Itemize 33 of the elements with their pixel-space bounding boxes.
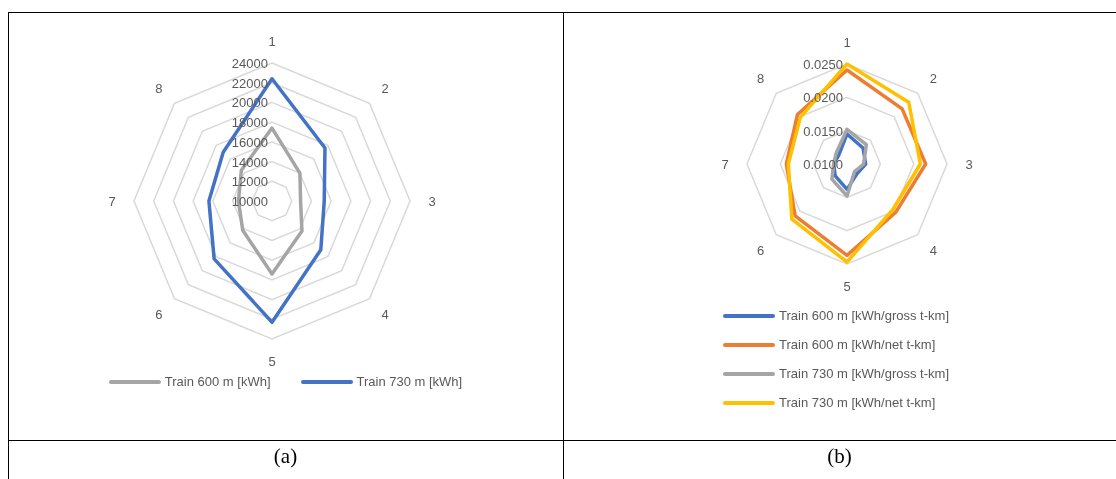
spoke-label: 6 (757, 243, 765, 259)
text: (b) (826, 444, 853, 469)
legend-label: Train 730 m [kWh/net t-km] (779, 395, 936, 410)
legend-label: Train 600 m [kWh] (164, 374, 271, 389)
spoke-label: 2 (381, 80, 389, 96)
y-tick-label: 0.0250 (803, 57, 843, 72)
y-tick-label: 0.0100 (803, 157, 843, 172)
spoke-label: 1 (268, 34, 276, 49)
legend-label: Train 600 m [kWh/net t-km] (779, 337, 936, 352)
y-tick-label: 24000 (231, 56, 268, 71)
spoke-label: 6 (155, 307, 163, 323)
spoke-label: 5 (268, 354, 276, 369)
y-tick-label: 22000 (231, 75, 268, 91)
legend-label: Train 600 m [kWh/gross t-km] (779, 308, 949, 323)
spoke-label: 2 (929, 70, 937, 86)
y-tick-label: 12000 (231, 174, 268, 190)
y-tick-label: 10000 (231, 194, 268, 209)
spoke-label: 5 (843, 279, 851, 294)
spoke-label: 1 (843, 35, 851, 50)
spoke-label: 3 (965, 157, 973, 172)
spoke-label: 8 (155, 80, 163, 96)
spoke-label: 4 (929, 243, 937, 259)
y-tick-label: 0.0150 (803, 123, 843, 139)
y-tick-label: 16000 (231, 134, 268, 150)
legend-label: Train 730 m [kWh/gross t-km] (779, 366, 949, 381)
y-tick-label: 14000 (231, 154, 268, 170)
spoke-label: 3 (428, 194, 436, 209)
spoke-label: 8 (757, 70, 765, 86)
spoke-label: 7 (721, 157, 729, 172)
spoke-label: 4 (381, 307, 389, 323)
spoke-label: 7 (108, 194, 116, 209)
legend-label: Train 730 m [kWh] (356, 374, 463, 389)
text: (a) (272, 444, 299, 469)
